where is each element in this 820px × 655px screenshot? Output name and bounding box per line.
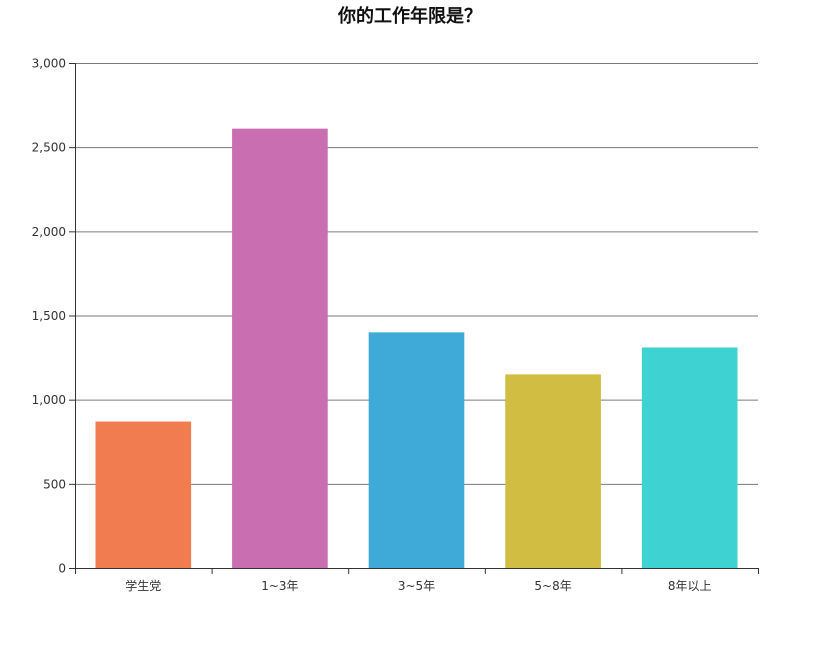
- y-axis-ticks: 0 500 1,000 1,500 2,000 2,500 3,000: [32, 57, 75, 576]
- y-tick-label: 1,500: [32, 309, 66, 323]
- bar-0: [95, 421, 192, 568]
- axes: [75, 63, 758, 569]
- y-tick-label: 2,500: [32, 141, 66, 155]
- bar-3: [505, 374, 601, 568]
- x-tick-label: 1~3年: [261, 579, 298, 593]
- y-tick-label: 0: [58, 562, 66, 576]
- y-tick-label: 3,000: [32, 57, 66, 71]
- y-tick-label: 1,000: [32, 393, 66, 407]
- bars: [95, 128, 738, 568]
- x-tick-label: 8年以上: [668, 579, 712, 593]
- x-axis-ticks: 学生党 1~3年 3~5年 5~8年 8年以上: [75, 568, 759, 593]
- y-tick-label: 500: [43, 477, 66, 491]
- y-tick-label: 2,000: [32, 225, 66, 239]
- x-tick-label: 5~8年: [534, 579, 571, 593]
- bar-2: [368, 332, 465, 568]
- bar-4: [641, 347, 738, 568]
- x-tick-label: 学生党: [125, 578, 161, 593]
- x-tick-label: 3~5年: [398, 579, 435, 593]
- chart-title: 你的工作年限是？: [338, 6, 482, 27]
- bar-1: [232, 128, 328, 568]
